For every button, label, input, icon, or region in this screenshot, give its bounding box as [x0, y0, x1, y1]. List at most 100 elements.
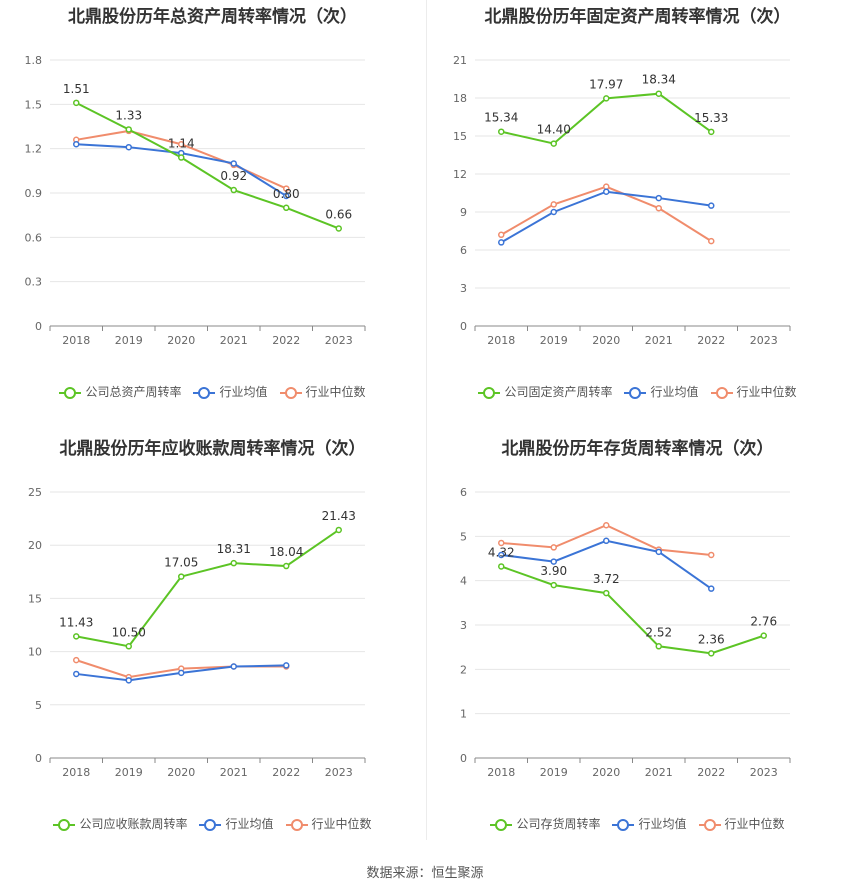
- x-tick-label: 2021: [645, 766, 673, 779]
- legend: 公司应收账款周转率 行业均值 行业中位数: [0, 815, 425, 832]
- legend-item[interactable]: 行业中位数: [698, 815, 785, 832]
- series-line: [76, 529, 340, 648]
- legend-item[interactable]: 公司总资产周转率: [59, 383, 181, 400]
- data-point: [283, 662, 290, 669]
- legend-item[interactable]: 行业中位数: [710, 383, 797, 400]
- data-point: [655, 194, 662, 202]
- data-point: [498, 128, 505, 135]
- y-tick-label: 0.9: [25, 187, 43, 200]
- x-tick-label: 2018: [487, 766, 515, 779]
- data-point: [498, 563, 505, 570]
- data-point: [708, 650, 715, 657]
- y-tick-label: 4: [460, 575, 467, 588]
- chart-title: 北鼎股份历年总资产周转率情况（次）: [68, 7, 357, 27]
- data-point: [655, 643, 662, 650]
- x-tick-label: 2022: [272, 766, 300, 779]
- y-tick-label: 0: [35, 752, 42, 765]
- legend-label: 行业中位数: [305, 385, 366, 399]
- data-point: [335, 225, 342, 232]
- legend-item[interactable]: 行业中位数: [285, 815, 372, 832]
- data-point: [603, 95, 610, 102]
- legend: 公司总资产周转率 行业均值 行业中位数: [0, 383, 425, 400]
- data-label: 0.92: [220, 169, 247, 183]
- legend-label: 公司固定资产周转率: [504, 385, 613, 399]
- data-label: 10.50: [112, 625, 146, 639]
- y-tick-label: 12: [453, 168, 467, 181]
- data-point: [230, 186, 237, 194]
- legend-item[interactable]: 行业均值: [624, 383, 699, 400]
- y-tick-label: 0: [35, 320, 42, 333]
- legend-item[interactable]: 公司存货周转率: [490, 815, 600, 832]
- y-tick-label: 0: [460, 752, 467, 765]
- data-label: 4.32: [488, 545, 515, 559]
- legend: 公司存货周转率 行业均值 行业中位数: [425, 815, 850, 832]
- x-tick-label: 2022: [272, 334, 300, 347]
- chart-title: 北鼎股份历年存货周转率情况（次）: [501, 439, 774, 459]
- data-label: 2.76: [750, 615, 777, 629]
- data-point: [603, 183, 610, 190]
- data-point: [708, 237, 715, 245]
- y-tick-label: 21: [453, 54, 467, 67]
- y-tick-label: 1.5: [25, 98, 43, 111]
- data-point: [708, 551, 715, 559]
- data-point: [230, 559, 237, 567]
- data-label: 15.33: [694, 111, 728, 125]
- legend-marker-icon: [285, 818, 308, 831]
- data-point: [125, 677, 132, 684]
- legend-item[interactable]: 行业中位数: [279, 383, 366, 400]
- y-tick-label: 9: [460, 206, 467, 219]
- data-point: [178, 669, 185, 677]
- data-point: [498, 551, 505, 559]
- legend: 公司固定资产周转率 行业均值 行业中位数: [425, 383, 850, 400]
- legend-label: 行业均值: [650, 385, 699, 399]
- series-line: [75, 101, 340, 230]
- legend-marker-icon: [193, 386, 216, 399]
- data-point: [498, 231, 505, 239]
- y-tick-label: 0: [460, 320, 467, 333]
- chart-title: 北鼎股份历年固定资产周转率情况（次）: [484, 7, 791, 27]
- y-tick-label: 3: [460, 619, 467, 632]
- legend-marker-icon: [612, 818, 635, 831]
- legend-marker-icon: [624, 386, 647, 399]
- x-tick-label: 2021: [220, 766, 248, 779]
- y-tick-label: 1.8: [25, 54, 43, 67]
- data-point: [283, 562, 290, 570]
- data-label: 18.31: [217, 542, 251, 556]
- data-label: 11.43: [59, 615, 93, 629]
- y-tick-label: 5: [35, 699, 42, 712]
- data-source: 数据来源：恒生聚源: [366, 866, 484, 881]
- legend-item[interactable]: 公司固定资产周转率: [478, 383, 612, 400]
- legend-item[interactable]: 公司应收账款周转率: [53, 815, 187, 832]
- legend-label: 公司应收账款周转率: [79, 817, 188, 831]
- data-label: 18.34: [642, 73, 676, 87]
- y-tick-label: 18: [453, 92, 467, 105]
- legend-item[interactable]: 行业均值: [193, 383, 268, 400]
- x-tick-label: 2023: [325, 334, 353, 347]
- x-tick-label: 2020: [592, 334, 620, 347]
- data-point: [708, 202, 715, 209]
- legend-item[interactable]: 行业均值: [199, 815, 274, 832]
- chart-plot: 0 0.3 0.6 0.9 1.2 1.5 1.8 2018 2019 2020 2021 2022 2…: [25, 54, 366, 347]
- x-tick-label: 2023: [325, 766, 353, 779]
- legend-marker-icon: [490, 818, 513, 831]
- x-tick-label: 2019: [115, 334, 143, 347]
- data-point: [73, 99, 80, 107]
- legend-item[interactable]: 行业均值: [612, 815, 687, 832]
- x-tick-label: 2018: [487, 334, 515, 347]
- data-point: [230, 160, 237, 167]
- y-tick-label: 1: [460, 708, 467, 721]
- chart-plot: 0 5 10 15 20 25 2018 2019 2020 2021 2022 2023 11.43 1…: [28, 486, 366, 779]
- legend-marker-icon: [53, 818, 76, 831]
- y-tick-label: 15: [28, 592, 42, 605]
- x-tick-label: 2022: [697, 766, 725, 779]
- legend-marker-icon: [698, 818, 721, 831]
- legend-marker-icon: [279, 386, 302, 399]
- legend-marker-icon: [59, 386, 82, 399]
- data-label: 2.36: [698, 632, 725, 646]
- data-point: [708, 585, 715, 592]
- data-label: 3.72: [593, 572, 620, 586]
- data-label: 0.66: [325, 207, 352, 221]
- data-point: [550, 201, 557, 208]
- y-tick-label: 1.2: [25, 143, 43, 156]
- data-point: [550, 581, 557, 589]
